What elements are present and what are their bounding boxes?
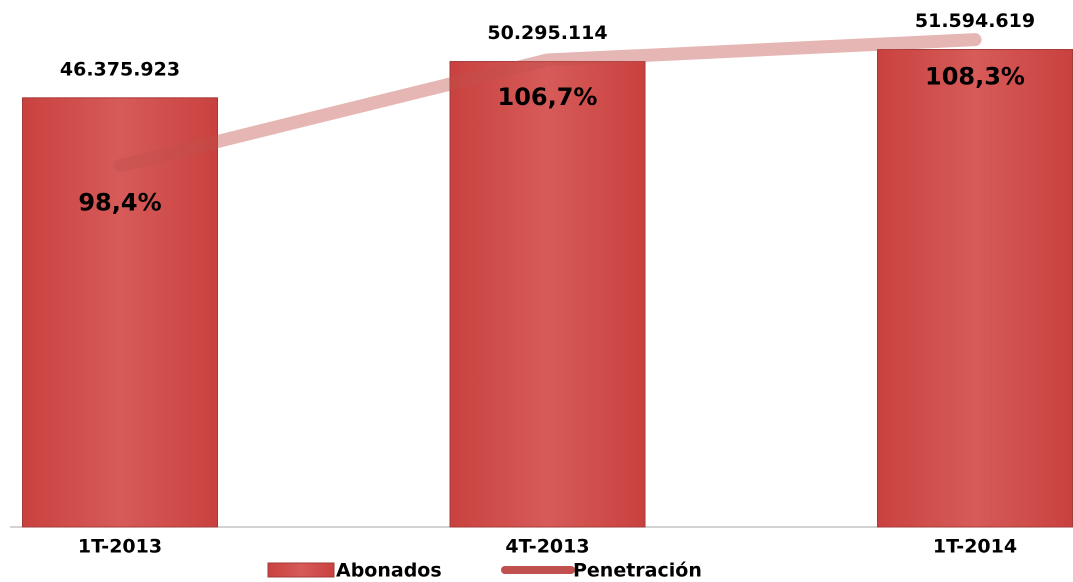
line bbox=[113, 33, 982, 173]
data-label: 51.594.619 bbox=[915, 10, 1035, 32]
bar bbox=[877, 49, 1073, 528]
data-label: 50.295.114 bbox=[487, 22, 607, 44]
legend-swatch bbox=[267, 562, 335, 578]
data-label: 46.375.923 bbox=[60, 58, 180, 80]
legend-label: Penetración bbox=[573, 560, 702, 582]
x-tick-label: 1T-2014 bbox=[933, 536, 1017, 558]
data-label: 108,3% bbox=[925, 63, 1025, 91]
x-tick-label: 1T-2013 bbox=[78, 536, 162, 558]
legend-label: Abonados bbox=[336, 560, 442, 582]
data-label: 106,7% bbox=[498, 83, 598, 111]
bar bbox=[449, 61, 646, 528]
data-label: 98,4% bbox=[78, 189, 161, 217]
x-tick-label: 4T-2013 bbox=[505, 536, 589, 558]
bar bbox=[22, 97, 218, 528]
